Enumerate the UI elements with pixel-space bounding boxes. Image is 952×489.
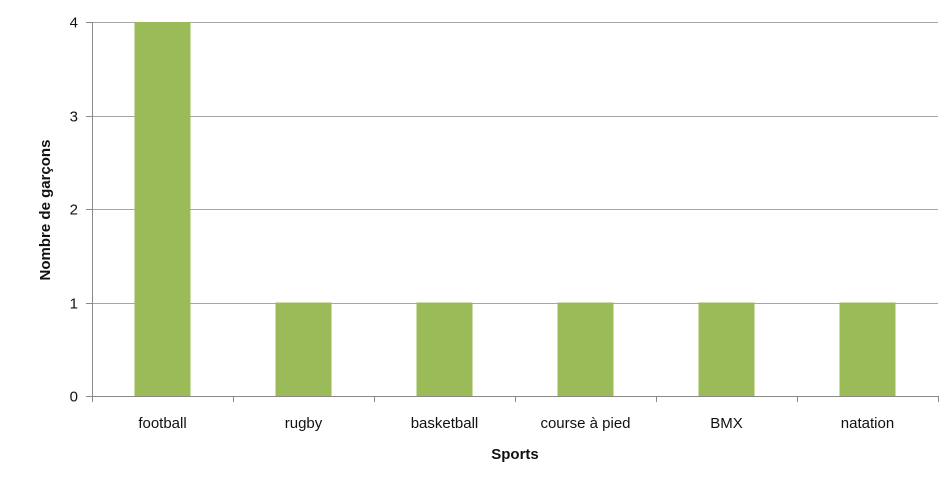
x-tick-label: rugby xyxy=(285,415,323,432)
x-tick-label: basketball xyxy=(411,415,479,432)
x-tick-label: natation xyxy=(841,415,894,432)
bar-course-à-pied xyxy=(557,302,614,396)
bar-rugby xyxy=(275,302,332,396)
y-tick-label: 1 xyxy=(70,296,78,313)
x-tick-label: BMX xyxy=(710,415,743,432)
y-tick-label: 4 xyxy=(70,15,78,32)
bar-natation xyxy=(839,302,896,396)
bars xyxy=(134,22,896,396)
bar-football xyxy=(134,22,191,396)
axes xyxy=(86,22,939,402)
y-tick-labels: 0 1 2 3 4 xyxy=(70,15,78,406)
y-tick-label: 3 xyxy=(70,109,78,126)
bar-basketball xyxy=(416,302,473,396)
x-tick-label: course à pied xyxy=(540,415,630,432)
y-tick-label: 0 xyxy=(70,389,78,406)
bar-BMX xyxy=(698,302,755,396)
x-axis-title: Sports xyxy=(491,446,539,463)
x-tick-labels: football rugby basketball course à pied BMX n… xyxy=(138,415,894,432)
gridlines xyxy=(92,22,938,304)
x-tick-label: football xyxy=(138,415,186,432)
y-tick-label: 2 xyxy=(70,202,78,219)
y-axis-title: Nombre de garçons xyxy=(37,140,54,281)
